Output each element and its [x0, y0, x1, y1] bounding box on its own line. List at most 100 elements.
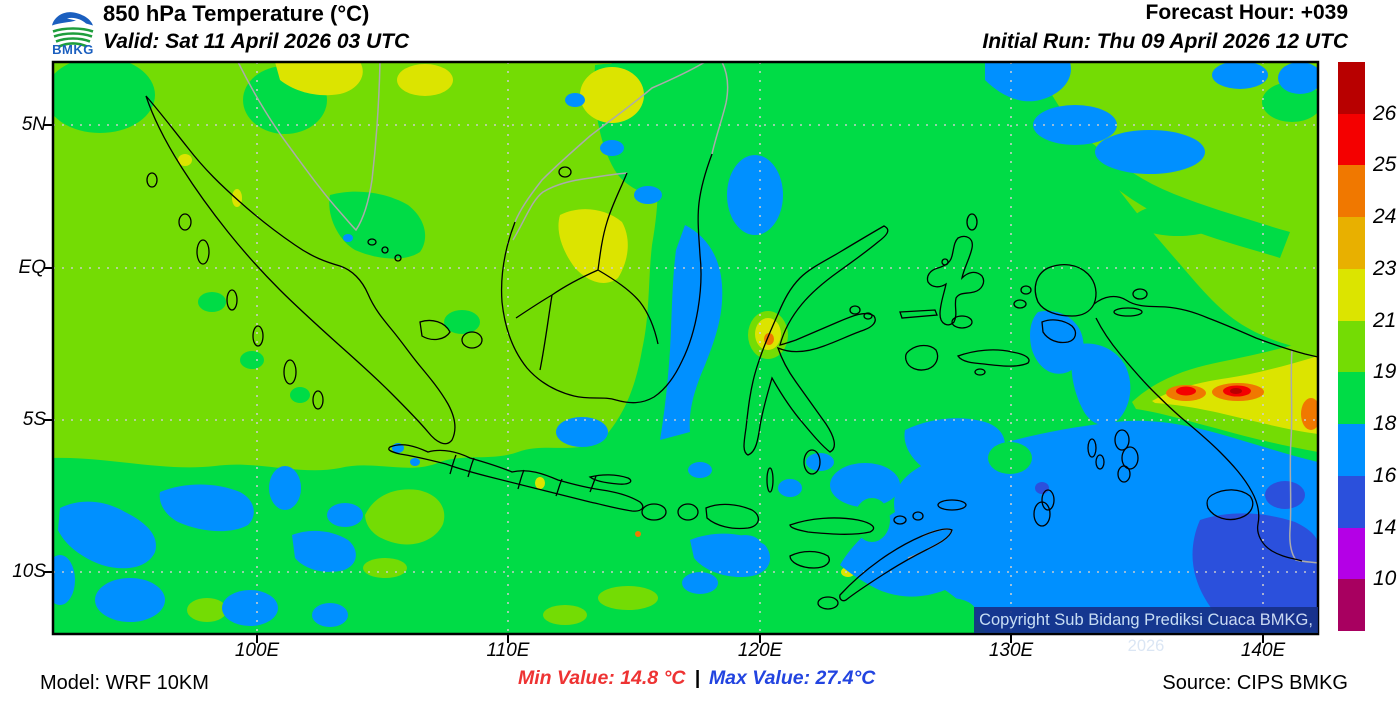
- field-chartreuse-northwest: [53, 62, 658, 471]
- field-blue-dot: [634, 186, 662, 204]
- field-chartreuse-patch: [543, 605, 587, 625]
- field-blue-banda: [830, 463, 900, 507]
- field-green-ne-streak: [985, 62, 1290, 258]
- field-blue-sw-cluster: [58, 501, 156, 569]
- lombok-island: [677, 503, 699, 521]
- kalimantan-coast: [500, 153, 713, 404]
- field-blue-patch: [95, 578, 165, 622]
- lon-label-110e: 110E: [486, 640, 530, 661]
- field-yellow-patch: [178, 154, 192, 166]
- min-value-label: Min Value: 14.8 °C: [518, 667, 686, 689]
- colorbar-segment: [1338, 268, 1365, 321]
- field-orange-patch: [1301, 398, 1318, 430]
- field-chartreuse-patch: [598, 586, 658, 610]
- colorbar-segment: [1338, 372, 1365, 425]
- axis-ticks: [44, 124, 1264, 643]
- field-blue-patch: [556, 417, 608, 447]
- flores-island: [789, 517, 875, 535]
- field-yellow-patch: [232, 189, 242, 207]
- kalimantan-borders: [515, 172, 659, 371]
- field-blue-patch: [985, 62, 1071, 102]
- field-green-patch: [240, 351, 264, 369]
- initial-run-label: Initial Run: Thu 09 April 2026 12 UTC: [982, 30, 1348, 53]
- map-frame: [51, 60, 1320, 636]
- colorbar-segment: [1338, 579, 1365, 632]
- sumatra-coast: [145, 95, 456, 445]
- colorbar-segment: [1338, 113, 1365, 166]
- field-blue-patch: [778, 479, 802, 497]
- buru-island: [904, 344, 939, 371]
- dolak-island: [1206, 489, 1254, 521]
- lon-label-100e: 100E: [234, 640, 280, 661]
- field-yellow-patch: [397, 64, 453, 96]
- field-green-patch: [53, 62, 155, 133]
- colorbar-segment: [1338, 62, 1365, 114]
- colorbar-segment: [1338, 424, 1365, 476]
- field-blue-south-lombok: [690, 533, 771, 578]
- aru-islands: [1117, 465, 1131, 483]
- field-blue-dot: [600, 140, 624, 156]
- field-chartreuse-patch: [363, 558, 407, 578]
- rote-island: [817, 596, 839, 610]
- coastlines: [145, 95, 1318, 610]
- field-blue-patch: [1033, 105, 1117, 145]
- field-blue-patch: [53, 555, 75, 605]
- forecast-hour-label: Forecast Hour: +039: [1145, 1, 1349, 24]
- field-green-patch: [1133, 204, 1223, 236]
- colorbar-label: 25: [1373, 153, 1397, 176]
- field-green-hole: [854, 498, 890, 542]
- buton-island: [803, 449, 821, 475]
- field-chartreuse-patch: [187, 598, 227, 622]
- field-chartreuse-patch: [224, 435, 252, 451]
- field-blue-makassar-north: [727, 155, 783, 235]
- copyright-watermark: Copyright Sub Bidang Prediksi Cuaca BMKG…: [974, 607, 1318, 655]
- field-green-patch: [290, 387, 310, 403]
- bmkg-logo: [52, 12, 94, 48]
- page-title: 850 hPa Temperature (°C): [103, 1, 370, 26]
- seram-island: [956, 349, 1030, 367]
- bali-island: [641, 503, 667, 521]
- field-blue-north-papua: [1071, 343, 1131, 426]
- field-green-patch: [444, 310, 480, 334]
- colorbar-label: 21: [1373, 309, 1397, 332]
- obi-island: [951, 315, 973, 329]
- field-red-core: [1176, 386, 1196, 396]
- field-blue-dot: [565, 93, 585, 107]
- colorbar-label: 18: [1373, 412, 1397, 435]
- lon-label-140e: 140E: [1240, 640, 1286, 661]
- sumbawa-island: [705, 503, 759, 530]
- field-green-aceh: [329, 191, 426, 259]
- field-blue-dot: [343, 234, 353, 242]
- field-blue-patch: [222, 590, 278, 626]
- field-darkred-core: [1230, 388, 1242, 394]
- papua-birds-head: [1034, 263, 1097, 317]
- field-blue-dot: [688, 462, 712, 478]
- papua-north-coast: [1093, 295, 1318, 358]
- colorbar-segment: [1338, 217, 1365, 269]
- colorbar-label: 10: [1373, 567, 1397, 590]
- colorbar-label: 16: [1373, 464, 1397, 487]
- field-blue-sw-cluster: [159, 484, 254, 532]
- field-navy-bottom-right: [1192, 513, 1318, 630]
- temperature-field: [53, 62, 1318, 634]
- selayar-island: [766, 467, 774, 493]
- field-blue-patch: [1212, 62, 1268, 89]
- aru-islands: [1121, 446, 1139, 470]
- sulawesi-coast: [743, 225, 889, 456]
- colorbar-segment: [1338, 165, 1365, 218]
- field-chartreuse-west-java: [365, 489, 445, 545]
- field-green-hole: [924, 598, 976, 626]
- malaysia-border: [512, 172, 628, 241]
- field-orange-dot: [635, 531, 641, 537]
- field-yellow-top: [275, 62, 363, 96]
- java-province-borders: [449, 454, 597, 497]
- borneo-north-coast: [514, 62, 729, 223]
- field-blue-dot: [410, 458, 420, 466]
- field-green-patch: [198, 292, 226, 312]
- max-value-label: Max Value: 27.4°C: [708, 667, 876, 689]
- wetar-island: [937, 499, 967, 511]
- bmkg-logo-cloud: [52, 12, 93, 26]
- lon-label-120e: 120E: [737, 640, 783, 661]
